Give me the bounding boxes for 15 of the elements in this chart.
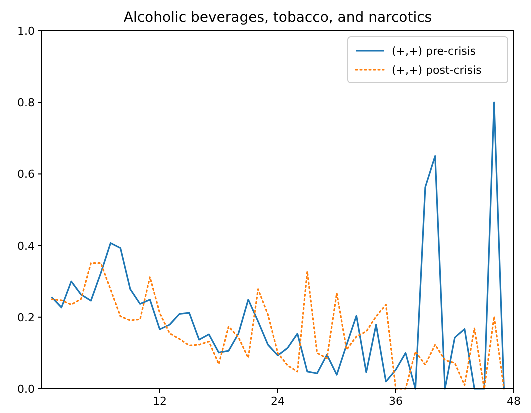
legend-label: (+,+) pre-crisis bbox=[392, 45, 476, 58]
x-tick-label: 24 bbox=[271, 395, 285, 408]
y-tick-label: 0.0 bbox=[18, 383, 35, 396]
x-tick-label: 48 bbox=[507, 395, 521, 408]
line-series bbox=[51, 262, 505, 390]
y-tick-label: 1.0 bbox=[18, 25, 35, 38]
y-tick-label: 0.4 bbox=[18, 240, 35, 253]
y-tick-label: 0.2 bbox=[18, 311, 35, 324]
y-tick-label: 0.8 bbox=[18, 96, 35, 110]
chart-title: Alcoholic beverages, tobacco, and narcotics bbox=[124, 10, 432, 26]
x-tick-label: 12 bbox=[153, 395, 167, 408]
y-tick-label: 0.6 bbox=[18, 168, 35, 182]
line-series bbox=[51, 102, 505, 390]
x-tick-label: 36 bbox=[389, 395, 403, 408]
legend-label: (+,+) post-crisis bbox=[392, 64, 482, 77]
